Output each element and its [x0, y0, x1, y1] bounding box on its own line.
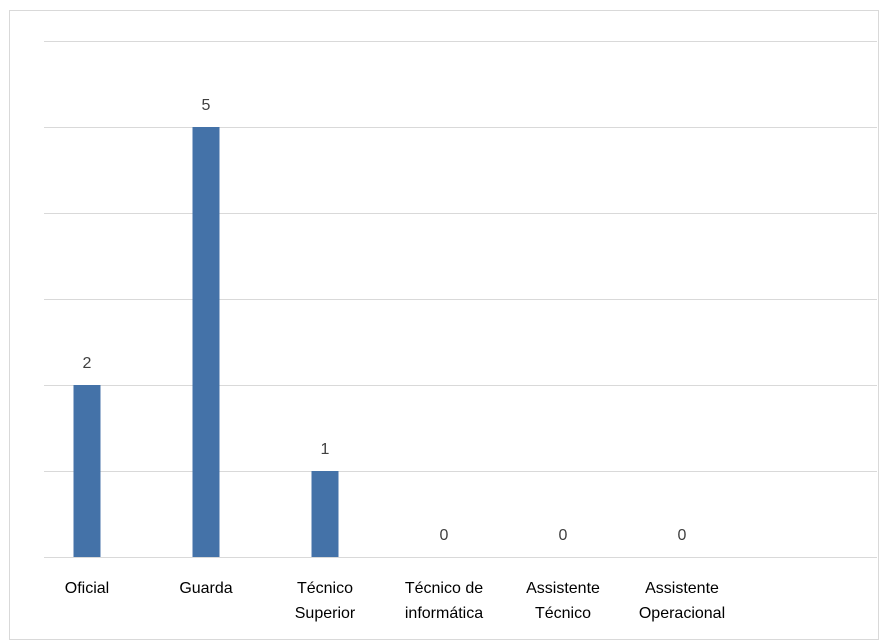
x-tick-label: Assistente Técnico [526, 580, 600, 622]
data-label: 2 [83, 355, 92, 372]
x-tick-label: Técnico de informática [405, 580, 483, 622]
x-tick-label: Guarda [179, 580, 232, 597]
x-axis-tick-labels: Oficial Guarda Técnico Superior Técnico de in… [65, 580, 725, 622]
x-tick-label-line: Técnico [535, 605, 591, 622]
x-tick-label-line: Operacional [639, 605, 725, 622]
x-tick-label-line: informática [405, 605, 483, 622]
data-label: 0 [678, 527, 687, 544]
gridlines [44, 41, 877, 558]
x-tick-label-line: Guarda [179, 580, 232, 597]
data-label: 1 [321, 441, 330, 458]
chart-frame [9, 10, 879, 640]
data-labels: 2 5 1 0 0 0 [83, 97, 687, 544]
x-tick-label: Assistente Operacional [639, 580, 725, 622]
bar [311, 471, 339, 557]
data-label: 0 [559, 527, 568, 544]
x-tick-label-line: Assistente [645, 580, 719, 597]
data-label: 0 [440, 527, 449, 544]
x-tick-label-line: Superior [295, 605, 356, 622]
x-tick-label: Oficial [65, 580, 109, 597]
x-tick-label-line: Assistente [526, 580, 600, 597]
bars [73, 127, 339, 557]
x-tick-label: Técnico Superior [295, 580, 356, 622]
x-tick-label-line: Oficial [65, 580, 109, 597]
data-label: 5 [202, 97, 211, 114]
x-tick-label-line: Técnico [297, 580, 353, 597]
bar [73, 385, 101, 557]
x-tick-label-line: Técnico de [405, 580, 483, 597]
bar [192, 127, 220, 557]
